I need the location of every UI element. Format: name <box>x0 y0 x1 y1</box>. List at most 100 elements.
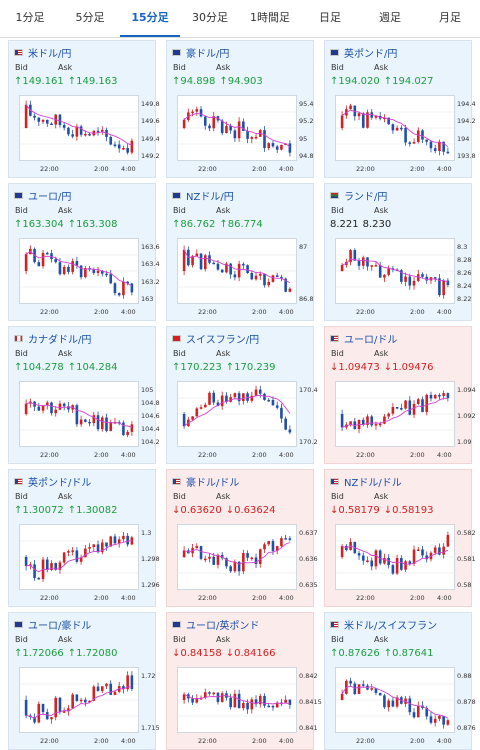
pair-header[interactable]: 米ドル/円 <box>14 45 72 60</box>
candle-body <box>71 550 74 552</box>
rate-card[interactable]: 英ポンド/ドル Bid Ask ↑1.30072 ↑1.30082 22:00 2:00 4:… <box>8 469 160 607</box>
mini-chart[interactable]: 22:00 2:00 4:00 194.4 194.2 194 193.8 <box>335 95 476 173</box>
pair-header[interactable]: NZドル/ドル <box>330 474 402 489</box>
x-tick-label: 2:00 <box>94 451 109 459</box>
mini-chart[interactable]: 22:00 2:00 4:00 8.3 8.28 8.26 8.24 8.22 <box>335 238 471 316</box>
pair-name[interactable]: NZドル/ドル <box>344 477 402 489</box>
pair-name[interactable]: カナダドル/円 <box>28 334 92 346</box>
tab-2[interactable]: 15分足 <box>120 0 180 37</box>
pair-header[interactable]: 豪ドル/ドル <box>172 474 240 489</box>
pair-name[interactable]: ユーロ/英ポンド <box>186 620 260 632</box>
pair-name[interactable]: 英ポンド/ドル <box>28 477 92 489</box>
y-tick-label: 0.58 <box>457 581 472 589</box>
candle-body <box>220 395 224 407</box>
pair-name[interactable]: ユーロ/円 <box>28 191 72 203</box>
tab-0[interactable]: 1分足 <box>15 11 45 24</box>
y-tick-label: 163.2 <box>141 277 160 286</box>
rate-card[interactable]: 米ドル/スイスフラン Bid Ask ↑0.87626 ↑0.87641 22:00 2:0… <box>324 612 476 750</box>
mini-chart[interactable]: 22:00 2:00 4:00 1.72 1.715 <box>19 667 160 745</box>
rate-card[interactable]: 豪ドル/円 Bid Ask ↑94.898 ↑94.903 22:00 2:00 4:00 95… <box>166 40 314 178</box>
candle-body <box>433 547 437 553</box>
pair-header[interactable]: ユーロ/円 <box>14 188 72 203</box>
rate-card[interactable]: ユーロ/英ポンド Bid Ask ↓0.84158 ↓0.84166 22:00 2:00 4… <box>166 612 322 750</box>
rate-card[interactable]: ユーロ/円 Bid Ask ↑163.304 ↑163.308 22:00 2:00 4:00… <box>8 183 160 321</box>
candle-chart <box>20 397 138 438</box>
mini-chart[interactable]: 22:00 2:00 4:00 95.4 95.2 95 94.8 <box>177 95 313 173</box>
pair-name[interactable]: 豪ドル/円 <box>186 48 230 60</box>
rate-card[interactable]: NZドル/ドル Bid Ask ↓0.58179 ↓0.58193 22:00 2:00 4:… <box>324 469 476 607</box>
candle-body <box>212 556 216 565</box>
candle-body <box>88 133 91 136</box>
x-tick-label: 22:00 <box>40 451 59 459</box>
y-tick-label: 95.2 <box>299 117 314 126</box>
tab-1[interactable]: 5分足 <box>75 11 105 24</box>
candle-body <box>412 403 416 415</box>
pair-name[interactable]: ユーロ/豪ドル <box>28 620 92 632</box>
mini-chart[interactable]: 22:00 2:00 4:00 1.3 1.298 1.296 <box>19 524 160 602</box>
price-labels: Bid Ask <box>173 63 259 72</box>
flag-icon <box>14 334 23 342</box>
tab-4[interactable]: 1時間足 <box>250 11 290 24</box>
tab-5[interactable]: 日足 <box>319 11 341 24</box>
ask-label: Ask <box>374 635 389 644</box>
rate-card[interactable]: 豪ドル/ドル Bid Ask ↓0.63620 ↓0.63624 22:00 2:00 4:0… <box>166 469 318 607</box>
mini-chart[interactable]: 22:00 2:00 4:00 149.8 149.6 149.4 149.2 <box>19 95 160 173</box>
mini-chart[interactable]: 22:00 2:00 4:00 0.842 0.8415 0.841 <box>177 667 322 745</box>
pair-header[interactable]: ユーロ/英ポンド <box>172 617 260 632</box>
mini-chart[interactable]: 22:00 2:00 4:00 105 104.8 104.6 104.4 104.2 <box>19 381 160 459</box>
candle-body <box>50 253 53 260</box>
pair-header[interactable]: カナダドル/円 <box>14 331 92 346</box>
candle-body <box>62 403 66 407</box>
tab-6[interactable]: 週足 <box>379 11 401 24</box>
rate-card[interactable]: スイスフラン/円 Bid Ask ↑170.223 ↑170.239 22:00 2:00 4… <box>166 326 318 464</box>
rate-card[interactable]: NZドル/円 Bid Ask ↑86.762 ↑86.774 22:00 2:00 4:00 8… <box>166 183 314 321</box>
pair-name[interactable]: 米ドル/円 <box>28 48 72 60</box>
price-labels: Bid Ask <box>173 492 259 501</box>
rate-card[interactable]: ランド/円 Bid Ask 8.221 8.230 22:00 2:00 4:00 8.3 8.2… <box>324 183 472 321</box>
rate-card[interactable]: ユーロ/豪ドル Bid Ask ↑1.72066 ↑1.72080 22:00 2:00 4:… <box>8 612 160 750</box>
pair-name[interactable]: ユーロ/ドル <box>344 334 398 346</box>
mini-chart[interactable]: 22:00 2:00 4:00 1.094 1.092 1.09 <box>335 381 476 459</box>
mini-chart[interactable]: 22:00 2:00 4:00 0.582 0.581 0.58 <box>335 524 476 602</box>
rate-card[interactable]: 英ポンド/円 Bid Ask ↑194.020 ↑194.027 22:00 2:00 4:0… <box>324 40 476 178</box>
rate-card[interactable]: ユーロ/ドル Bid Ask ↓1.09473 ↓1.09476 22:00 2:00 4:0… <box>324 326 476 464</box>
mini-chart[interactable]: 22:00 2:00 4:00 0.88 0.878 0.876 <box>335 667 476 745</box>
moving-average-line <box>183 693 291 705</box>
pair-name[interactable]: ランド/円 <box>344 191 388 203</box>
pair-header[interactable]: 英ポンド/円 <box>330 45 398 60</box>
tab-3[interactable]: 30分足 <box>192 11 228 24</box>
pair-header[interactable]: ユーロ/ドル <box>330 331 398 346</box>
rate-card[interactable]: 米ドル/円 Bid Ask ↑149.161 ↑149.163 22:00 2:00 4:00… <box>8 40 160 178</box>
mini-chart[interactable]: 22:00 2:00 4:00 170.4 170.2 <box>177 381 318 459</box>
pair-name[interactable]: 豪ドル/ドル <box>186 477 240 489</box>
candle-body <box>100 686 104 692</box>
mini-chart[interactable]: 22:00 2:00 4:00 163.6 163.4 163.2 163 <box>19 238 160 316</box>
y-tick-label: 194.2 <box>457 117 476 126</box>
candle-body <box>208 125 211 129</box>
pair-header[interactable]: スイスフラン/円 <box>172 331 260 346</box>
pair-name[interactable]: スイスフラン/円 <box>186 334 260 346</box>
candle-body <box>370 265 374 267</box>
candle-body <box>100 270 104 274</box>
candle-body <box>271 400 275 406</box>
moving-average-line <box>183 542 291 565</box>
pair-header[interactable]: 米ドル/スイスフラン <box>330 617 438 632</box>
candle-body <box>195 109 199 112</box>
pair-header[interactable]: ユーロ/豪ドル <box>14 617 92 632</box>
prices: ↑194.020 ↑194.027 <box>330 76 437 87</box>
tab-7[interactable]: 月足 <box>439 11 461 24</box>
pair-header[interactable]: NZドル/円 <box>172 188 234 203</box>
pair-name[interactable]: 米ドル/スイスフラン <box>344 620 438 632</box>
pair-header[interactable]: 英ポンド/ドル <box>14 474 92 489</box>
pair-header[interactable]: ランド/円 <box>330 188 388 203</box>
pair-name[interactable]: NZドル/円 <box>186 191 234 203</box>
rate-card[interactable]: カナダドル/円 Bid Ask ↑104.278 ↑104.284 22:00 2:00 4:… <box>8 326 160 464</box>
y-tick-label: 163 <box>141 295 154 303</box>
candle-body <box>412 280 416 286</box>
pair-name[interactable]: 英ポンド/円 <box>344 48 398 60</box>
candle-body <box>117 144 121 149</box>
mini-chart[interactable]: 22:00 2:00 4:00 87 86.8 <box>177 238 313 316</box>
mini-chart[interactable]: 22:00 2:00 4:00 0.637 0.636 0.635 <box>177 524 318 602</box>
pair-header[interactable]: 豪ドル/円 <box>172 45 230 60</box>
candle-body <box>250 137 254 139</box>
